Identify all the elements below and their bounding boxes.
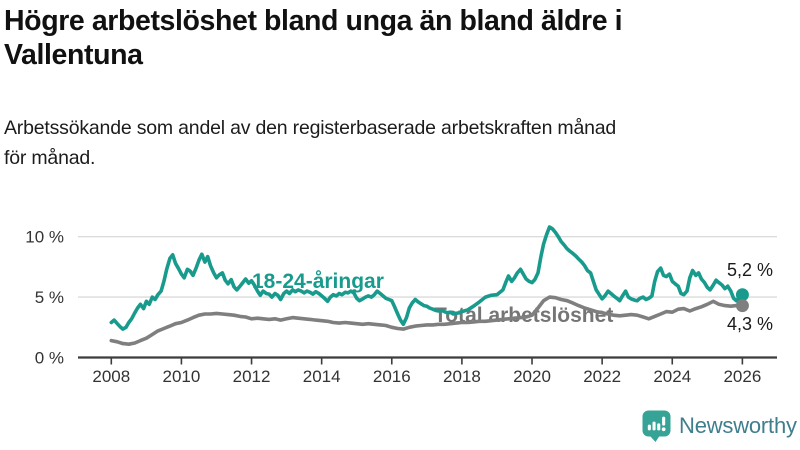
series-end-dot-total bbox=[735, 299, 749, 313]
grid-layer: 0 % 5 % 10 % bbox=[25, 228, 777, 368]
series-label-young: 18-24-åringar bbox=[252, 270, 384, 293]
y-tick-label: 10 % bbox=[25, 228, 64, 247]
x-tick-label: 2014 bbox=[303, 367, 341, 386]
series-layer bbox=[109, 225, 749, 347]
end-value-label-total: 4,3 % bbox=[727, 314, 773, 334]
axis-layer: 2008 2010 2012 2014 2016 2018 2020 2022 2024 2026 bbox=[92, 356, 761, 386]
newsworthy-logo[interactable]: Newsworthy bbox=[642, 410, 797, 442]
newsworthy-wordmark: Newsworthy bbox=[679, 413, 797, 438]
y-tick-label: 0 % bbox=[35, 349, 64, 368]
series-line-total bbox=[109, 295, 745, 347]
x-tick-label: 2022 bbox=[583, 367, 621, 386]
series-end-dot-young bbox=[735, 288, 749, 302]
x-tick-label: 2024 bbox=[653, 367, 691, 386]
end-value-label-young: 5,2 % bbox=[727, 260, 773, 280]
x-tick-label: 2026 bbox=[723, 367, 761, 386]
x-tick-label: 2010 bbox=[163, 367, 201, 386]
page-subtitle: Arbetssökande som andel av den registerb… bbox=[4, 117, 617, 170]
x-tick-label: 2020 bbox=[513, 367, 551, 386]
x-tick-label: 2018 bbox=[443, 367, 481, 386]
bar-chart-speech-bubble-icon bbox=[642, 410, 671, 442]
series-line-young bbox=[109, 225, 745, 331]
x-tick-label: 2008 bbox=[92, 367, 130, 386]
page-title: Högre arbetslöshet bland unga än bland ä… bbox=[4, 5, 623, 72]
x-tick-label: 2016 bbox=[373, 367, 411, 386]
y-tick-label: 5 % bbox=[35, 288, 64, 307]
x-tick-label: 2012 bbox=[233, 367, 271, 386]
